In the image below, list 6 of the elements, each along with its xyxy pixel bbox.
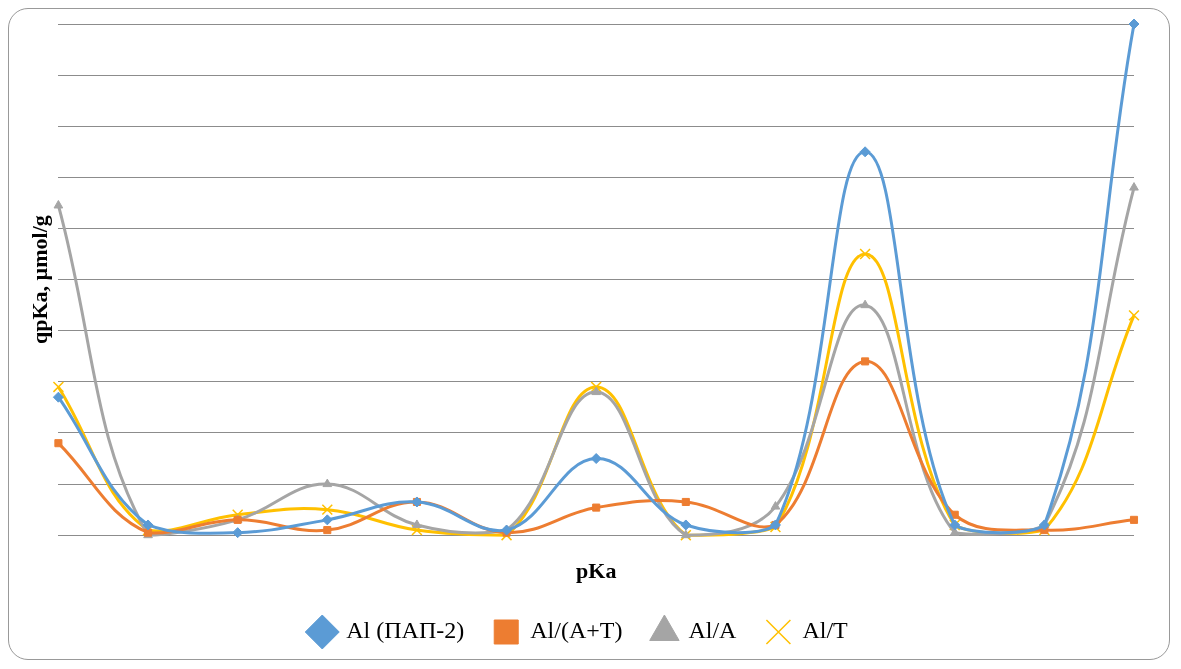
y-axis-title: qpKa, µmol/g [26, 215, 52, 345]
legend-label: Al/T [802, 617, 849, 644]
legend-label: Al/(A+T) [530, 617, 623, 644]
x-axis-title: pKa [576, 558, 617, 584]
legend-label: Al (ПАП-2) [346, 617, 465, 644]
legend-label: Al/A [688, 617, 738, 644]
